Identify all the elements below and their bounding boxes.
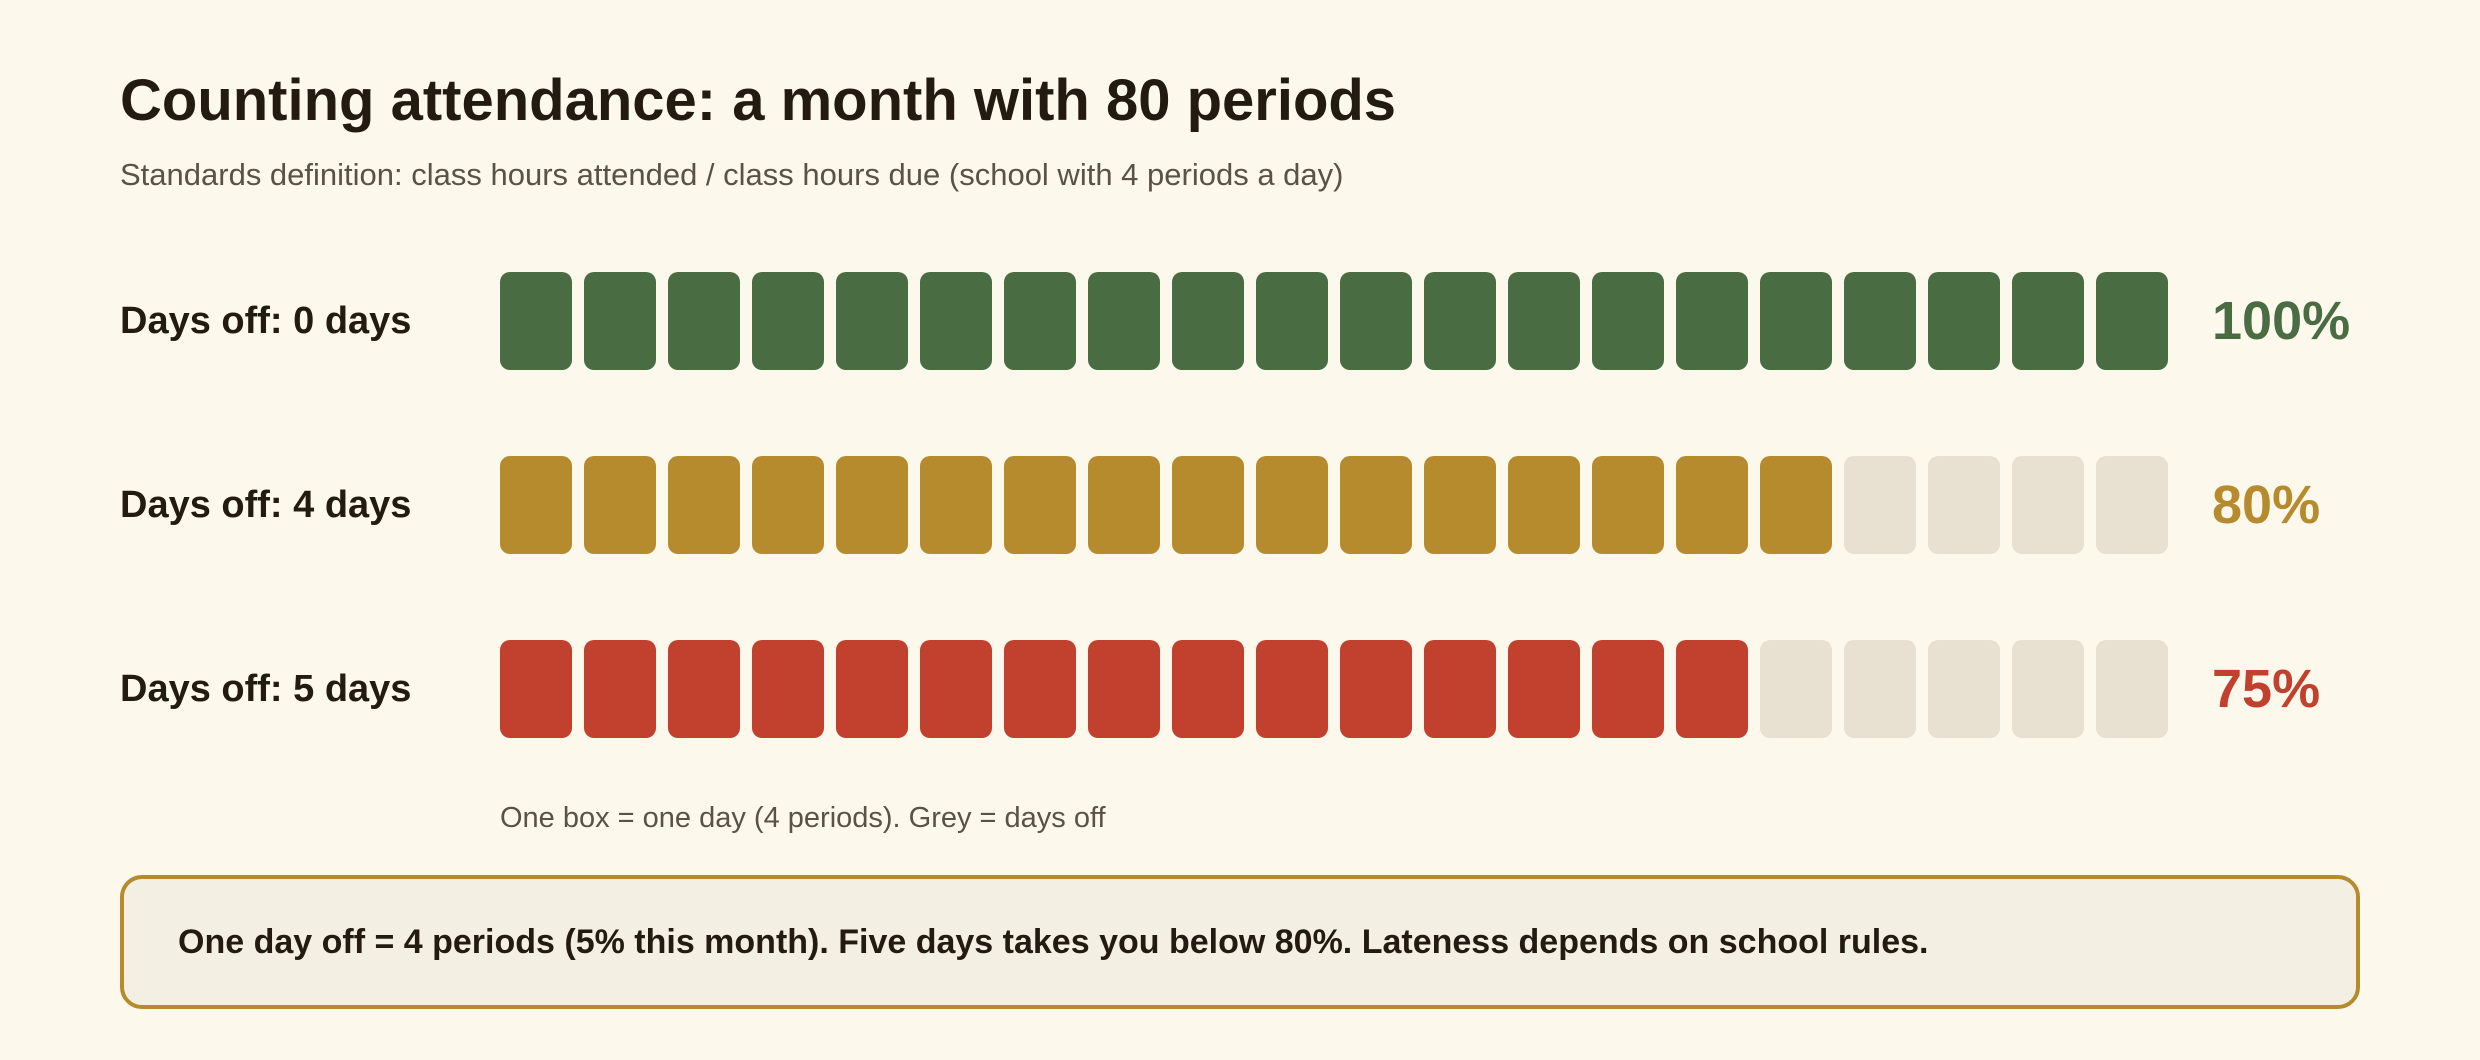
day-present-box (836, 272, 908, 370)
waffle-row: Days off: 4 days 80% (0, 456, 2480, 554)
day-present-box (1172, 456, 1244, 554)
day-off-box (1928, 640, 2000, 738)
legend-footnote: One box = one day (4 periods). Grey = da… (500, 802, 1106, 834)
day-off-box (2096, 456, 2168, 554)
percent-label: 75% (2212, 659, 2321, 719)
row-label: Days off: 5 days (120, 668, 412, 710)
day-present-box (668, 272, 740, 370)
day-present-box (1004, 456, 1076, 554)
day-present-box (1844, 272, 1916, 370)
day-present-box (1508, 456, 1580, 554)
box-strip (500, 272, 2170, 370)
day-present-box (836, 456, 908, 554)
day-present-box (500, 456, 572, 554)
day-present-box (1172, 272, 1244, 370)
day-present-box (1676, 640, 1748, 738)
percent-label: 80% (2212, 475, 2321, 535)
day-present-box (668, 456, 740, 554)
day-present-box (752, 272, 824, 370)
day-present-box (1004, 640, 1076, 738)
day-present-box (1592, 272, 1664, 370)
percent-label: 100% (2212, 291, 2351, 351)
row-label: Days off: 4 days (120, 484, 412, 526)
day-present-box (584, 456, 656, 554)
waffle-row: Days off: 0 days 100% (0, 272, 2480, 370)
callout-box: One day off = 4 periods (5% this month).… (120, 875, 2360, 1009)
day-present-box (1760, 456, 1832, 554)
day-present-box (920, 272, 992, 370)
day-present-box (752, 456, 824, 554)
day-present-box (1760, 272, 1832, 370)
day-off-box (1844, 456, 1916, 554)
day-present-box (1592, 456, 1664, 554)
day-present-box (1508, 272, 1580, 370)
day-present-box (1508, 640, 1580, 738)
day-present-box (1340, 456, 1412, 554)
callout-text: One day off = 4 periods (5% this month).… (178, 923, 1929, 961)
day-present-box (1424, 456, 1496, 554)
day-present-box (1592, 640, 1664, 738)
day-off-box (2012, 640, 2084, 738)
day-present-box (1088, 640, 1160, 738)
day-present-box (1340, 272, 1412, 370)
day-off-box (2096, 640, 2168, 738)
day-present-box (500, 640, 572, 738)
day-present-box (1928, 272, 2000, 370)
day-present-box (1340, 640, 1412, 738)
day-present-box (1088, 456, 1160, 554)
row-label: Days off: 0 days (120, 300, 412, 342)
day-present-box (1424, 640, 1496, 738)
day-present-box (1256, 640, 1328, 738)
day-present-box (752, 640, 824, 738)
box-strip (500, 640, 2170, 738)
day-present-box (500, 272, 572, 370)
day-present-box (668, 640, 740, 738)
chart-title: Counting attendance: a month with 80 per… (120, 68, 1397, 133)
waffle-row: Days off: 5 days 75% (0, 640, 2480, 738)
day-present-box (584, 640, 656, 738)
chart-subtitle: Standards definition: class hours attend… (120, 157, 1344, 192)
day-present-box (1676, 272, 1748, 370)
day-present-box (1004, 272, 1076, 370)
day-present-box (1088, 272, 1160, 370)
day-off-box (1928, 456, 2000, 554)
day-present-box (920, 456, 992, 554)
day-present-box (2012, 272, 2084, 370)
day-off-box (1760, 640, 1832, 738)
day-off-box (1844, 640, 1916, 738)
day-present-box (2096, 272, 2168, 370)
day-present-box (584, 272, 656, 370)
day-off-box (2012, 456, 2084, 554)
day-present-box (1172, 640, 1244, 738)
day-present-box (1256, 456, 1328, 554)
day-present-box (920, 640, 992, 738)
day-present-box (1676, 456, 1748, 554)
box-strip (500, 456, 2170, 554)
day-present-box (1424, 272, 1496, 370)
day-present-box (836, 640, 908, 738)
day-present-box (1256, 272, 1328, 370)
